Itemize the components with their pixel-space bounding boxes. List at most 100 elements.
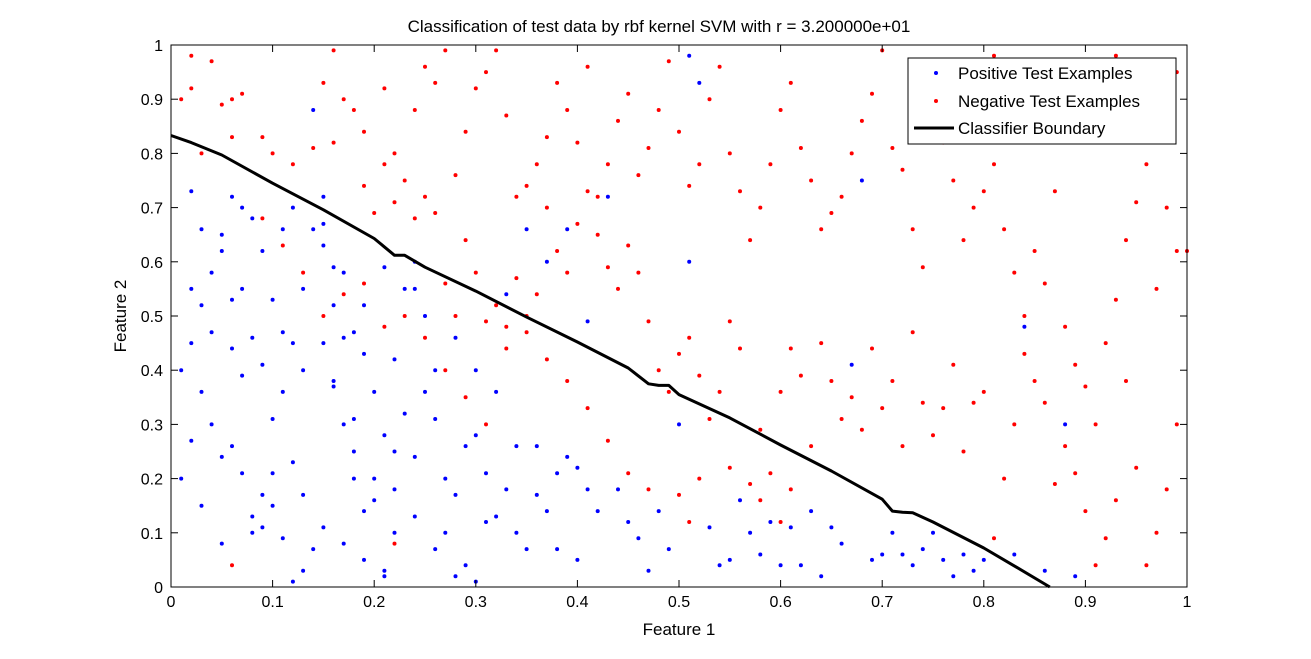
negative-point — [809, 444, 814, 449]
negative-point — [260, 135, 265, 140]
positive-point — [443, 530, 448, 535]
negative-point — [646, 146, 651, 150]
x-axis-title: Feature 1 — [643, 620, 716, 639]
positive-point — [666, 547, 671, 552]
negative-point — [1124, 238, 1128, 243]
positive-point — [331, 303, 336, 308]
negative-point — [859, 427, 864, 432]
positive-point — [920, 547, 925, 552]
negative-point — [595, 232, 600, 237]
negative-point — [1022, 314, 1027, 318]
positive-point — [900, 552, 905, 557]
positive-point — [290, 579, 295, 584]
negative-point — [829, 211, 834, 215]
positive-point — [616, 487, 620, 492]
positive-point — [301, 286, 306, 291]
negative-point — [524, 183, 529, 188]
positive-point — [595, 509, 600, 514]
negative-point — [992, 162, 996, 167]
positive-point — [829, 525, 834, 530]
negative-point — [1052, 482, 1057, 486]
positive-point — [748, 530, 753, 535]
negative-point — [788, 487, 793, 492]
positive-point — [321, 221, 326, 226]
negative-point — [402, 178, 407, 183]
negative-point — [738, 346, 742, 351]
negative-point — [605, 162, 610, 167]
positive-point — [240, 205, 245, 210]
negative-point — [656, 108, 661, 112]
x-tick-label: 0.1 — [261, 594, 283, 611]
negative-point — [331, 48, 336, 53]
negative-point — [727, 319, 732, 324]
negative-point — [788, 80, 793, 85]
negative-point — [1012, 270, 1017, 275]
negative-point — [605, 438, 610, 443]
positive-point — [636, 536, 641, 541]
positive-point — [809, 509, 814, 514]
positive-point — [341, 422, 346, 427]
negative-point — [1032, 379, 1037, 383]
positive-point — [270, 471, 275, 476]
negative-point — [798, 146, 803, 150]
negative-point — [331, 140, 336, 145]
x-tick-label: 0.4 — [566, 594, 588, 611]
negative-point — [351, 108, 356, 112]
negative-point — [778, 108, 783, 112]
negative-point — [382, 324, 387, 329]
negative-point — [443, 48, 448, 53]
positive-point — [280, 536, 285, 541]
negative-point — [758, 498, 763, 503]
negative-point — [656, 368, 661, 373]
positive-point — [473, 433, 478, 438]
positive-point — [463, 444, 468, 449]
positive-point — [250, 530, 255, 535]
positive-point — [270, 417, 275, 421]
negative-point — [504, 113, 509, 118]
positive-point — [199, 227, 204, 232]
negative-point — [1174, 422, 1179, 427]
x-tick-label: 0.7 — [871, 594, 893, 611]
negative-point — [1124, 379, 1128, 383]
negative-point — [1002, 476, 1007, 481]
positive-point — [859, 178, 864, 183]
y-tick-label: 0.3 — [141, 417, 163, 434]
positive-point — [290, 341, 295, 346]
negative-point — [494, 48, 499, 53]
negative-point — [626, 91, 631, 96]
positive-point — [1012, 552, 1017, 557]
positive-point — [504, 292, 509, 297]
negative-point — [1022, 351, 1027, 356]
negative-point — [616, 118, 620, 123]
negative-point — [626, 243, 631, 248]
positive-point — [423, 389, 427, 394]
negative-point — [1073, 471, 1078, 476]
negative-point — [1073, 362, 1078, 367]
positive-point — [473, 368, 478, 373]
negative-point — [900, 167, 905, 172]
positive-point — [351, 449, 356, 454]
y-tick-label: 0.1 — [141, 526, 163, 543]
positive-point — [433, 547, 438, 552]
negative-point — [1164, 487, 1169, 492]
negative-point — [778, 389, 783, 394]
negative-point — [778, 520, 783, 524]
positive-point — [890, 530, 895, 535]
negative-point — [473, 270, 478, 275]
x-tick-label: 0.5 — [668, 594, 690, 611]
positive-point — [951, 574, 956, 579]
negative-point — [646, 319, 651, 324]
positive-point — [219, 249, 224, 253]
negative-point — [626, 471, 631, 476]
negative-point — [534, 292, 539, 297]
negative-point — [362, 129, 366, 134]
negative-point — [961, 449, 966, 454]
positive-point — [1022, 324, 1027, 329]
positive-point — [362, 509, 366, 514]
positive-point — [351, 476, 356, 481]
positive-point — [301, 568, 306, 573]
negative-point — [311, 146, 316, 150]
negative-point — [1012, 422, 1017, 427]
negative-point — [971, 205, 976, 210]
positive-point — [697, 80, 702, 85]
